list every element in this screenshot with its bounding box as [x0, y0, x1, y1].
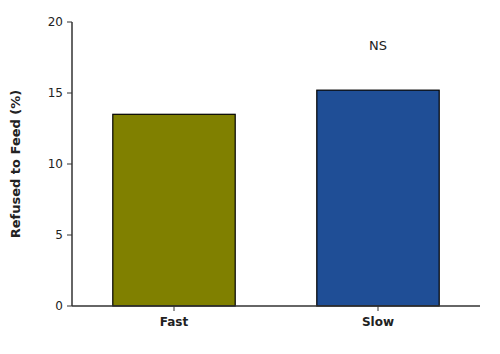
- x-tick-label: Slow: [362, 315, 394, 329]
- annotation: NS: [369, 38, 387, 53]
- y-axis: [71, 22, 73, 306]
- bar: [113, 114, 235, 306]
- y-tick-label: 20: [48, 15, 63, 29]
- y-axis-label: Refused to Feed (%): [8, 90, 23, 239]
- x-tick: [378, 306, 379, 311]
- y-tick-label: 0: [55, 299, 63, 313]
- y-tick-label: 10: [48, 157, 63, 171]
- bar: [317, 90, 439, 306]
- x-axis: [72, 305, 480, 307]
- y-tick-label: 15: [48, 86, 63, 100]
- x-tick: [174, 306, 175, 311]
- chart: 0 5 10 15 20 Fast Slow Refused to Feed (%) NS: [0, 0, 500, 354]
- x-tick-label: Fast: [160, 315, 189, 329]
- y-tick-label: 5: [55, 228, 63, 242]
